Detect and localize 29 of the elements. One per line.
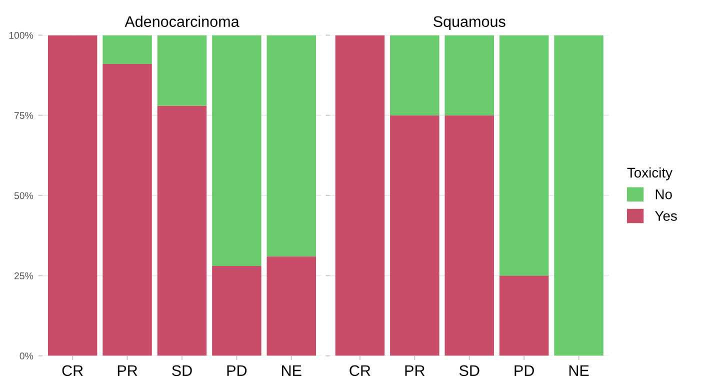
chart-title: Squamous <box>434 16 506 30</box>
y-tick-label: 75% <box>14 112 34 119</box>
y-tick-label: 0% <box>20 352 34 360</box>
bar <box>212 266 262 356</box>
bar <box>212 35 262 266</box>
x-tick-label: PD <box>227 365 247 376</box>
bar <box>48 35 98 356</box>
x-tick-label: SD <box>459 365 480 376</box>
chart-title: Adenocarcinoma <box>124 16 240 28</box>
x-tick-label: CR <box>62 365 83 376</box>
y-tick-label: 100% <box>9 32 34 39</box>
y-tick-label: 25% <box>14 272 34 280</box>
bar <box>266 35 316 256</box>
x-tick-label: PR <box>118 365 138 376</box>
x-tick-label: CR <box>350 365 370 376</box>
x-tick-label: NE <box>569 365 589 376</box>
legend-title: Toxicity <box>627 167 672 180</box>
x-tick-label: PR <box>405 365 425 376</box>
bar <box>157 106 207 356</box>
legend-label: Yes <box>655 211 677 221</box>
bar <box>102 64 152 356</box>
x-tick-label: NE <box>282 365 302 376</box>
legend-label: No <box>656 190 672 200</box>
x-tick-label: PD <box>514 365 534 376</box>
bar <box>266 256 316 356</box>
bar <box>157 35 207 106</box>
y-tick-label: 50% <box>14 192 34 200</box>
bar <box>102 35 152 64</box>
x-tick-label: SD <box>172 365 192 376</box>
